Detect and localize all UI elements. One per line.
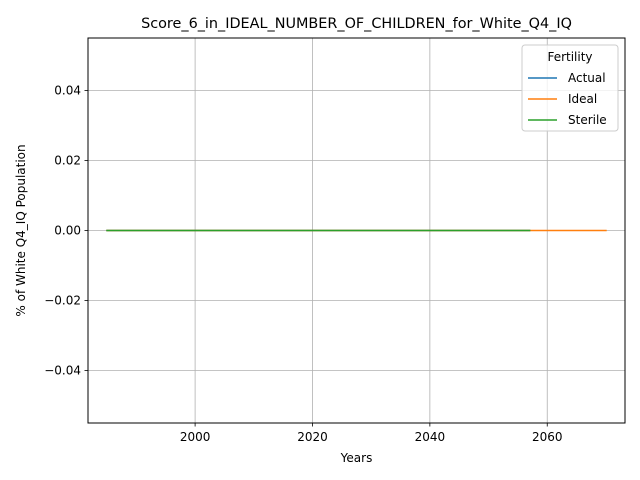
y-tick-label: −0.02 — [44, 294, 81, 308]
y-tick-label: −0.04 — [44, 364, 81, 378]
x-tick-label: 2060 — [532, 430, 563, 444]
y-axis-label: % of White Q4_IQ Population — [14, 144, 28, 316]
y-tick-label: 0.00 — [54, 224, 81, 238]
legend-label-actual: Actual — [568, 71, 606, 85]
y-tick-label: 0.04 — [54, 84, 81, 98]
x-axis-label: Years — [340, 451, 373, 465]
ticks: 2000 2020 2040 2060 −0.04 −0.02 0.00 0.02 0.04 — [44, 84, 562, 444]
legend-box — [521, 44, 619, 132]
x-tick-label: 2020 — [297, 430, 328, 444]
legend-title: Fertility — [547, 50, 592, 64]
legend-items: Actual Ideal Sterile — [528, 71, 607, 127]
y-tick-label: 0.02 — [54, 154, 81, 168]
x-tick-label: 2000 — [180, 430, 211, 444]
x-tick-label: 2040 — [415, 430, 446, 444]
legend-label-ideal: Ideal — [568, 92, 597, 106]
legend: Fertility Actual Ideal Sterile — [521, 44, 619, 132]
legend-label-sterile: Sterile — [568, 113, 607, 127]
chart-title: Score_6_in_IDEAL_NUMBER_OF_CHILDREN_for_… — [141, 16, 572, 32]
